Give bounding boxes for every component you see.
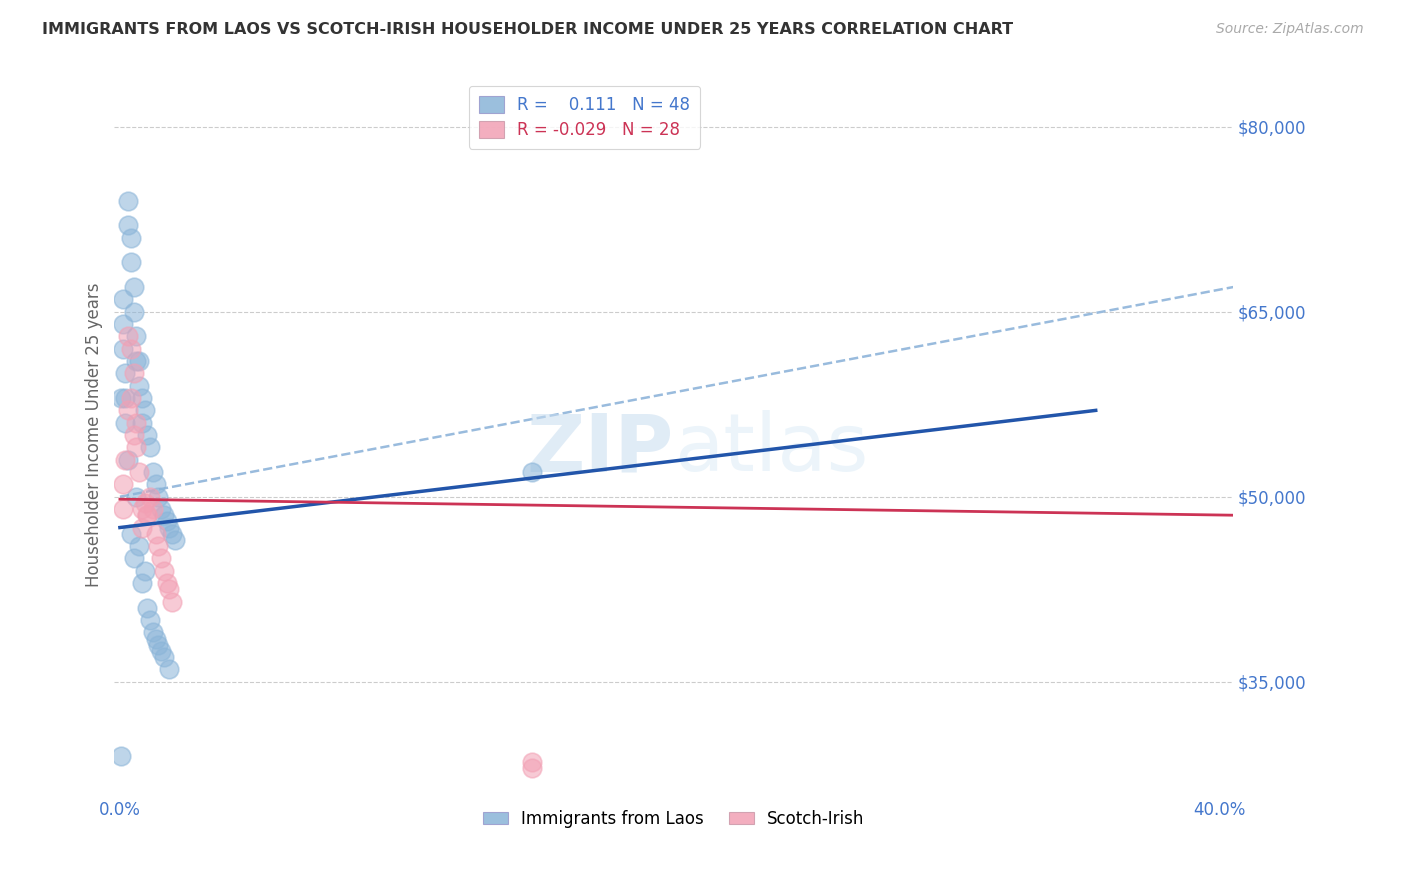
Point: [120, 231, 142, 245]
Point: [522, 465, 544, 479]
Point: [153, 564, 176, 578]
Point: [122, 367, 145, 381]
Point: [114, 452, 136, 467]
Point: [145, 526, 167, 541]
Point: [131, 502, 153, 516]
Point: [114, 367, 136, 381]
Point: [122, 551, 145, 566]
Point: [117, 194, 139, 208]
Point: [111, 502, 134, 516]
Point: [156, 576, 179, 591]
Point: [120, 255, 142, 269]
Point: [122, 304, 145, 318]
Point: [111, 477, 134, 491]
Point: [150, 551, 173, 566]
Point: [114, 391, 136, 405]
Point: [125, 354, 148, 368]
Text: Source: ZipAtlas.com: Source: ZipAtlas.com: [1216, 22, 1364, 37]
Point: [110, 391, 132, 405]
Point: [134, 403, 156, 417]
Point: [128, 354, 150, 368]
Point: [145, 632, 167, 646]
Point: [145, 477, 167, 491]
Point: [150, 644, 173, 658]
Point: [153, 508, 176, 523]
Point: [128, 465, 150, 479]
Point: [148, 638, 170, 652]
Point: [111, 317, 134, 331]
Point: [157, 662, 180, 676]
Point: [139, 441, 162, 455]
Point: [160, 526, 183, 541]
Point: [111, 293, 134, 307]
Point: [157, 582, 180, 597]
Point: [136, 428, 159, 442]
Point: [131, 576, 153, 591]
Text: atlas: atlas: [673, 410, 868, 488]
Point: [136, 600, 159, 615]
Point: [122, 280, 145, 294]
Point: [142, 625, 165, 640]
Point: [125, 490, 148, 504]
Point: [134, 564, 156, 578]
Point: [160, 594, 183, 608]
Text: ZIP: ZIP: [526, 410, 673, 488]
Point: [522, 755, 544, 769]
Point: [522, 761, 544, 775]
Point: [125, 441, 148, 455]
Point: [117, 329, 139, 343]
Point: [142, 465, 165, 479]
Point: [125, 329, 148, 343]
Point: [163, 533, 186, 547]
Point: [136, 508, 159, 523]
Point: [139, 490, 162, 504]
Point: [156, 514, 179, 528]
Point: [150, 502, 173, 516]
Point: [128, 378, 150, 392]
Point: [148, 490, 170, 504]
Point: [128, 539, 150, 553]
Point: [114, 416, 136, 430]
Point: [117, 219, 139, 233]
Point: [110, 748, 132, 763]
Text: IMMIGRANTS FROM LAOS VS SCOTCH-IRISH HOUSEHOLDER INCOME UNDER 25 YEARS CORRELATI: IMMIGRANTS FROM LAOS VS SCOTCH-IRISH HOU…: [42, 22, 1014, 37]
Point: [142, 502, 165, 516]
Point: [134, 496, 156, 510]
Point: [125, 416, 148, 430]
Point: [120, 391, 142, 405]
Point: [139, 613, 162, 627]
Point: [131, 391, 153, 405]
Legend: Immigrants from Laos, Scotch-Irish: Immigrants from Laos, Scotch-Irish: [477, 803, 872, 834]
Point: [117, 403, 139, 417]
Point: [157, 520, 180, 534]
Point: [111, 342, 134, 356]
Point: [120, 526, 142, 541]
Point: [122, 428, 145, 442]
Point: [153, 650, 176, 665]
Point: [148, 539, 170, 553]
Point: [120, 342, 142, 356]
Point: [136, 508, 159, 523]
Y-axis label: Householder Income Under 25 years: Householder Income Under 25 years: [86, 283, 103, 587]
Point: [131, 520, 153, 534]
Point: [117, 452, 139, 467]
Point: [131, 416, 153, 430]
